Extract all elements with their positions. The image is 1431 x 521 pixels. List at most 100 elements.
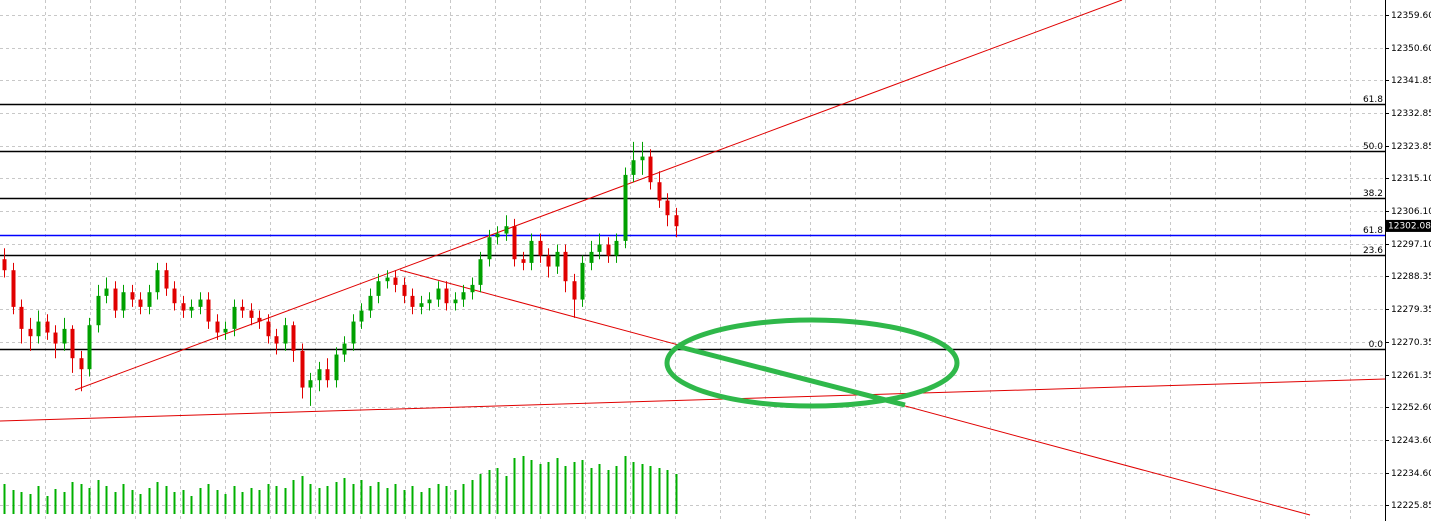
y-tick-label: 12323.85 <box>1391 142 1431 152</box>
y-tick-label: 12297.10 <box>1391 240 1431 250</box>
fib-level-label: 0.0 <box>1369 340 1384 350</box>
candle-body <box>376 281 381 296</box>
grid <box>0 0 1385 521</box>
candle-body <box>223 328 228 333</box>
fib-level-label: 23.6 <box>1363 246 1383 256</box>
y-tick-label: 12341.85 <box>1391 76 1431 86</box>
candle-body <box>461 292 466 300</box>
candle-body <box>215 321 220 333</box>
trendline <box>0 378 1386 422</box>
y-tick-label: 12288.35 <box>1391 272 1431 282</box>
candle-body <box>546 255 551 267</box>
candle-body <box>606 244 611 256</box>
candle-body <box>138 299 143 307</box>
candle-body <box>62 328 67 344</box>
y-tick-label: 12252.60 <box>1391 403 1431 413</box>
candle-body <box>631 160 636 175</box>
current-price-box <box>1386 219 1431 232</box>
candle-body <box>257 317 262 322</box>
candle-body <box>206 299 211 322</box>
trendline <box>74 0 1123 391</box>
candle-body <box>393 277 398 285</box>
candle-body <box>614 240 619 256</box>
y-tick-label: 12234.60 <box>1391 469 1431 479</box>
fib-level-label: 38.2 <box>1363 189 1383 199</box>
candle-body <box>436 288 441 300</box>
candle-body <box>164 270 169 289</box>
fib-level-label: 61.8 <box>1363 226 1383 236</box>
candle-body <box>504 226 509 234</box>
fib-level-label: 50.0 <box>1363 142 1383 152</box>
candle-body <box>11 270 16 307</box>
candle-body <box>359 310 364 322</box>
candle-body <box>104 288 109 296</box>
candle-body <box>640 156 645 161</box>
candle-body <box>232 306 237 329</box>
y-tick-label: 12243.60 <box>1391 436 1431 446</box>
candle-body <box>249 310 254 318</box>
candle-body <box>53 332 58 344</box>
y-tick-label: 12261.35 <box>1391 371 1431 381</box>
candle-body <box>147 292 152 307</box>
y-tick-label: 12315.10 <box>1391 174 1431 184</box>
candle-body <box>130 292 135 300</box>
candle-body <box>283 325 288 344</box>
candles <box>2 141 679 406</box>
candle-body <box>300 350 305 388</box>
price-axis-labels: 12359.60 12350.60 12341.85 12332.85 12323.85… <box>1385 11 1431 511</box>
candle-body <box>87 325 92 370</box>
highlight-ellipse <box>664 317 960 409</box>
candle-body <box>521 259 526 263</box>
candle-body <box>385 277 390 282</box>
candle-body <box>113 288 118 311</box>
candle-body <box>648 156 653 183</box>
candle-body <box>368 295 373 311</box>
candle-body <box>470 284 475 293</box>
highlight-stroke <box>679 344 906 408</box>
candle-body <box>155 270 160 293</box>
candle-body <box>28 328 33 337</box>
candle-body <box>427 299 432 304</box>
candle-body <box>291 325 296 351</box>
fib-levels: 61.8 50.0 38.2 61.8 23.6 0.0 <box>0 95 1385 351</box>
candle-body <box>274 336 279 344</box>
fib-level-label: 61.8 <box>1363 95 1383 105</box>
y-tick-label: 12359.60 <box>1391 11 1431 21</box>
candle-body <box>96 295 101 326</box>
candle-body <box>487 237 492 260</box>
y-tick-label: 12306.10 <box>1391 207 1431 217</box>
candle-body <box>529 240 534 263</box>
y-tick-label: 12332.85 <box>1391 109 1431 119</box>
candle-body <box>555 251 560 267</box>
y-tick-label: 12279.35 <box>1391 305 1431 315</box>
candle-body <box>402 284 407 296</box>
candle-body <box>79 358 84 370</box>
candle-body <box>495 233 500 238</box>
candle-body <box>189 306 194 311</box>
candle-body <box>334 354 339 381</box>
candle-body <box>657 182 662 201</box>
trendlines <box>0 0 1386 516</box>
candle-body <box>453 299 458 304</box>
candle-body <box>36 321 41 337</box>
candle-body <box>70 328 75 359</box>
candle-body <box>665 200 670 216</box>
candle-body <box>623 174 628 241</box>
candle-body <box>597 244 602 252</box>
annotation <box>664 317 960 409</box>
candle-body <box>2 259 7 271</box>
candle-body <box>444 288 449 304</box>
candle-body <box>342 343 347 355</box>
candle-body <box>572 281 577 300</box>
candle-body <box>266 321 271 337</box>
candle-body <box>351 321 356 344</box>
candle-body <box>325 369 330 381</box>
candle-body <box>478 259 483 285</box>
candle-body <box>121 292 126 311</box>
price-axis-bg <box>1385 0 1431 521</box>
candle-body <box>317 369 322 381</box>
candle-body <box>538 240 543 256</box>
candle-body <box>512 226 517 260</box>
